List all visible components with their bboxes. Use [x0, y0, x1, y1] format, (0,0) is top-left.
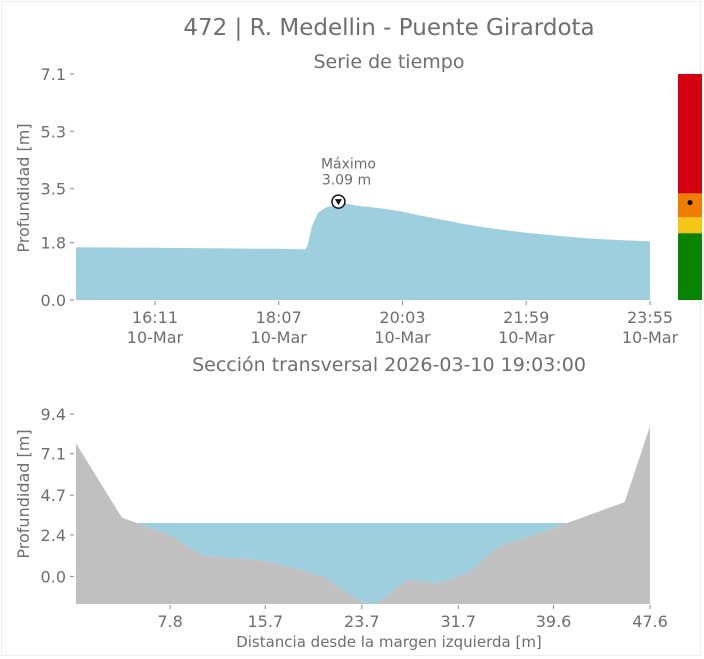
xs-ytick-label: 0.0 [41, 567, 66, 586]
xs-xtick-label: 15.7 [248, 612, 284, 631]
xs-ylabel: Profundidad [m] [14, 429, 33, 558]
ts-ylabel: Profundidad [m] [14, 123, 33, 252]
ts-xtick-date: 10-Mar [622, 328, 679, 347]
ts-title: Serie de tiempo [314, 51, 465, 73]
ts-xtick-date: 10-Mar [374, 328, 431, 347]
xs-ytick-label: 9.4 [41, 405, 66, 424]
xs-ytick-label: 2.4 [41, 526, 66, 545]
ts-ytick-label: 5.3 [41, 122, 66, 141]
ts-ytick-label: 3.5 [41, 180, 66, 199]
max-annotation-label: Máximo [321, 157, 376, 173]
xs-xtick-label: 7.8 [157, 612, 182, 631]
ground-profile [76, 426, 650, 604]
ts-xtick-time: 20:03 [379, 308, 425, 327]
alert-level-segment [678, 233, 702, 300]
xs-ytick-label: 4.7 [41, 486, 66, 505]
depth-area-series-0 [76, 203, 650, 300]
xs-xtick-label: 47.6 [632, 612, 668, 631]
xs-xtick-label: 31.7 [440, 612, 476, 631]
ts-xtick-time: 23:55 [627, 308, 673, 327]
ts-xtick-time: 16:11 [132, 308, 178, 327]
xs-xlabel: Distancia desde la margen izquierda [m] [236, 633, 542, 651]
max-annotation-value: 3.09 m [322, 173, 371, 189]
cross-section-plot: 0.0 2.4 4.7 7.1 9.4 7.8 15.7 23.7 31.7 39.6 47.6 [41, 405, 668, 631]
ts-ytick-label: 1.8 [41, 234, 66, 253]
ts-xtick-date: 10-Mar [498, 328, 555, 347]
ts-xtick-time: 18:07 [256, 308, 302, 327]
ts-xtick-date: 10-Mar [251, 328, 308, 347]
xs-xtick-label: 39.6 [536, 612, 572, 631]
alert-level-segment [678, 193, 702, 218]
ts-xtick-time: 21:59 [503, 308, 549, 327]
max-marker-triangle [334, 199, 342, 206]
alert-level-segment [678, 217, 702, 234]
ts-ytick-label: 7.1 [41, 65, 66, 84]
figure-title: 472 | R. Medellin - Puente Girardota [183, 15, 594, 41]
xs-xtick-label: 23.7 [344, 612, 380, 631]
ts-ytick-label: 0.0 [41, 291, 66, 310]
xs-title: Sección transversal 2026-03-10 19:03:00 [192, 354, 586, 376]
ts-xtick-date: 10-Mar [127, 328, 184, 347]
time-series-plot: 0.01.83.55.37.116:1110-Mar18:0710-Mar20:… [41, 65, 702, 347]
alert-level-marker [687, 200, 693, 206]
alert-level-segment [678, 74, 702, 194]
xs-ytick-label: 7.1 [41, 445, 66, 464]
